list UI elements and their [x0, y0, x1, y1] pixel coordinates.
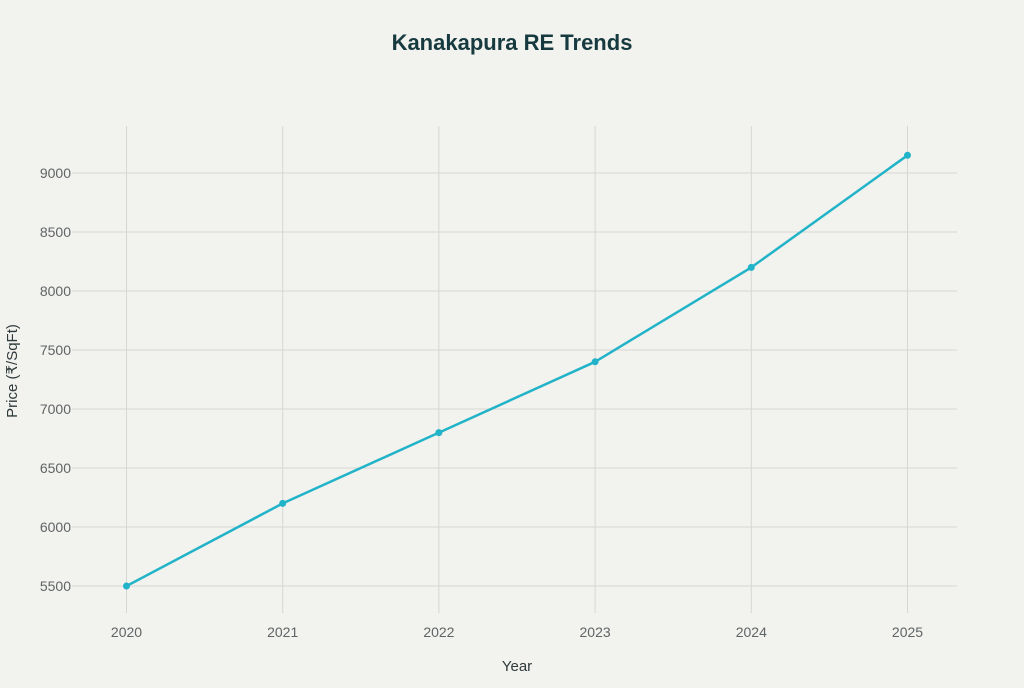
y-tick-label: 8500	[40, 224, 71, 240]
y-tick-label: 6000	[40, 519, 71, 535]
x-tick-label: 2021	[267, 624, 298, 640]
y-tick-label: 6500	[40, 460, 71, 476]
data-point[interactable]	[435, 429, 443, 437]
y-axis-label: Price (₹/SqFt)	[4, 324, 21, 418]
y-tick-label: 7000	[40, 401, 71, 417]
x-tick-label: 2020	[111, 624, 142, 640]
y-tick-label: 8000	[40, 283, 71, 299]
y-tick-label: 5500	[40, 578, 71, 594]
data-point[interactable]	[747, 263, 755, 271]
data-point[interactable]	[279, 499, 287, 507]
y-tick-label: 7500	[40, 342, 71, 358]
tick-layer: 5500 6000 6500 7000 7500 8000 8500 9000 2020 2021…	[40, 165, 923, 640]
x-axis-label: Year	[502, 658, 532, 675]
data-point[interactable]	[123, 582, 130, 590]
x-tick-label: 2025	[892, 624, 923, 640]
series-layer	[123, 151, 911, 590]
grid-layer	[72, 126, 957, 613]
x-tick-label: 2024	[736, 624, 767, 640]
x-tick-label: 2023	[580, 624, 611, 640]
data-point[interactable]	[904, 151, 911, 159]
x-tick-label: 2022	[423, 624, 454, 640]
y-tick-label: 9000	[40, 165, 71, 181]
data-point[interactable]	[591, 358, 599, 366]
chart-title: Kanakapura RE Trends	[392, 30, 633, 55]
series-line	[125, 154, 909, 588]
